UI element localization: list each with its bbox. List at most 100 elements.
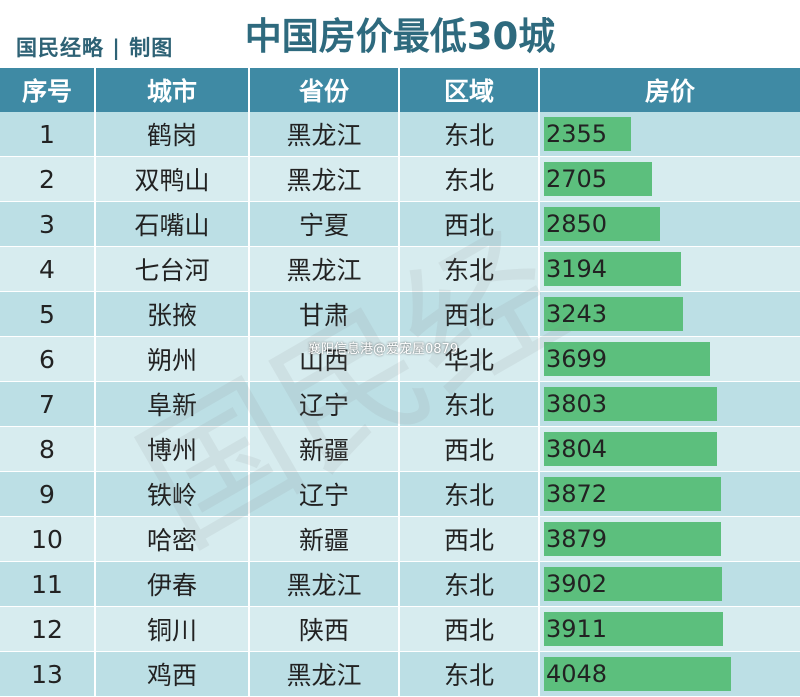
- cell-price: 3879: [540, 517, 800, 561]
- price-value-label: 3699: [546, 345, 608, 373]
- cell-rank: 12: [0, 607, 96, 651]
- price-bar: [544, 342, 710, 376]
- price-value-label: 2355: [546, 120, 608, 148]
- cell-province: 陕西: [250, 607, 400, 651]
- cell-province: 宁夏: [250, 202, 400, 246]
- cell-city: 鸡西: [96, 652, 250, 696]
- price-table: 序号 城市 省份 区域 房价 1 鹤岗 黑龙江 东北 2355 2 双鸭山 黑龙江 东北 2705…: [0, 68, 800, 697]
- cell-region: 东北: [400, 652, 540, 696]
- cell-city: 铜川: [96, 607, 250, 651]
- column-header-city: 城市: [96, 68, 250, 112]
- price-bar: [544, 252, 681, 286]
- cell-rank: 3: [0, 202, 96, 246]
- cell-city: 阜新: [96, 382, 250, 426]
- cell-region: 东北: [400, 472, 540, 516]
- cell-city: 石嘴山: [96, 202, 250, 246]
- cell-region: 西北: [400, 202, 540, 246]
- cell-province: 黑龙江: [250, 112, 400, 156]
- price-bar: [544, 657, 731, 691]
- table-row: 11 伊春 黑龙江 东北 3902: [0, 562, 800, 607]
- cell-city: 双鸭山: [96, 157, 250, 201]
- price-value-label: 2705: [546, 165, 608, 193]
- cell-rank: 6: [0, 337, 96, 381]
- cell-price: 3699: [540, 337, 800, 381]
- cell-region: 西北: [400, 607, 540, 651]
- table-header: 序号 城市 省份 区域 房价: [0, 68, 800, 112]
- table-row: 10 哈密 新疆 西北 3879: [0, 517, 800, 562]
- cell-province: 新疆: [250, 427, 400, 471]
- cell-price: 3804: [540, 427, 800, 471]
- cell-region: 西北: [400, 517, 540, 561]
- table-row: 7 阜新 辽宁 东北 3803: [0, 382, 800, 427]
- cell-province: 黑龙江: [250, 157, 400, 201]
- table-row: 1 鹤岗 黑龙江 东北 2355: [0, 112, 800, 157]
- cell-price: 2355: [540, 112, 800, 156]
- cell-rank: 4: [0, 247, 96, 291]
- cell-rank: 13: [0, 652, 96, 696]
- cell-price: 3911: [540, 607, 800, 651]
- cell-province: 新疆: [250, 517, 400, 561]
- price-bar: [544, 612, 723, 646]
- cell-region: 东北: [400, 382, 540, 426]
- chart-header: 国民经略 | 制图 中国房价最低30城: [0, 0, 800, 68]
- cell-province: 甘肃: [250, 292, 400, 336]
- cell-rank: 7: [0, 382, 96, 426]
- cell-province: 黑龙江: [250, 562, 400, 606]
- column-header-province: 省份: [250, 68, 400, 112]
- cell-city: 七台河: [96, 247, 250, 291]
- column-header-price: 房价: [644, 77, 695, 106]
- price-value-label: 3872: [546, 480, 608, 508]
- cell-rank: 11: [0, 562, 96, 606]
- cell-province: 辽宁: [250, 472, 400, 516]
- price-bar: [544, 207, 660, 241]
- cell-price: 3194: [540, 247, 800, 291]
- cell-region: 东北: [400, 157, 540, 201]
- cell-city: 张掖: [96, 292, 250, 336]
- price-bar: [544, 432, 717, 466]
- cell-price: 3902: [540, 562, 800, 606]
- cell-price: 4048: [540, 652, 800, 696]
- price-value-label: 2850: [546, 210, 608, 238]
- price-bar: [544, 567, 722, 601]
- table-row: 9 铁岭 辽宁 东北 3872: [0, 472, 800, 517]
- cell-city: 铁岭: [96, 472, 250, 516]
- cell-rank: 5: [0, 292, 96, 336]
- cell-rank: 9: [0, 472, 96, 516]
- cell-region: 东北: [400, 562, 540, 606]
- brand-label: 国民经略 | 制图: [16, 35, 174, 60]
- price-value-label: 3194: [546, 255, 608, 283]
- cell-province: 黑龙江: [250, 247, 400, 291]
- column-header-region: 区域: [400, 68, 540, 112]
- cell-price: 3243: [540, 292, 800, 336]
- table-row: 12 铜川 陕西 西北 3911: [0, 607, 800, 652]
- price-bar: [544, 117, 631, 151]
- table-row: 5 张掖 甘肃 西北 3243: [0, 292, 800, 337]
- cell-region: 西北: [400, 427, 540, 471]
- chart-title: 中国房价最低30城: [244, 15, 556, 58]
- cell-rank: 10: [0, 517, 96, 561]
- price-value-label: 3879: [546, 525, 608, 553]
- cell-price: 2850: [540, 202, 800, 246]
- price-bar: [544, 297, 683, 331]
- price-value-label: 4048: [546, 660, 608, 688]
- table-row: 8 博州 新疆 西北 3804: [0, 427, 800, 472]
- price-value-label: 3243: [546, 300, 608, 328]
- credit-label: 襄阳信息港@爱宠屋0879: [308, 342, 459, 357]
- cell-city: 博州: [96, 427, 250, 471]
- cell-rank: 2: [0, 157, 96, 201]
- table-row: 6 朔州 山西 华北 3699: [0, 337, 800, 382]
- cell-price: 2705: [540, 157, 800, 201]
- price-bar: [544, 387, 717, 421]
- cell-city: 朔州: [96, 337, 250, 381]
- cell-price: 3872: [540, 472, 800, 516]
- column-header-rank: 序号: [0, 68, 96, 112]
- table-body: 1 鹤岗 黑龙江 东北 2355 2 双鸭山 黑龙江 东北 2705 3 石嘴山 宁夏 西北 2850 4 七台…: [0, 112, 800, 697]
- table-row: 13 鸡西 黑龙江 东北 4048: [0, 652, 800, 697]
- cell-region: 东北: [400, 112, 540, 156]
- price-bar: [544, 522, 721, 556]
- table-row: 3 石嘴山 宁夏 西北 2850: [0, 202, 800, 247]
- cell-price: 3803: [540, 382, 800, 426]
- table-row: 4 七台河 黑龙江 东北 3194: [0, 247, 800, 292]
- price-bar: [544, 477, 721, 511]
- cell-city: 伊春: [96, 562, 250, 606]
